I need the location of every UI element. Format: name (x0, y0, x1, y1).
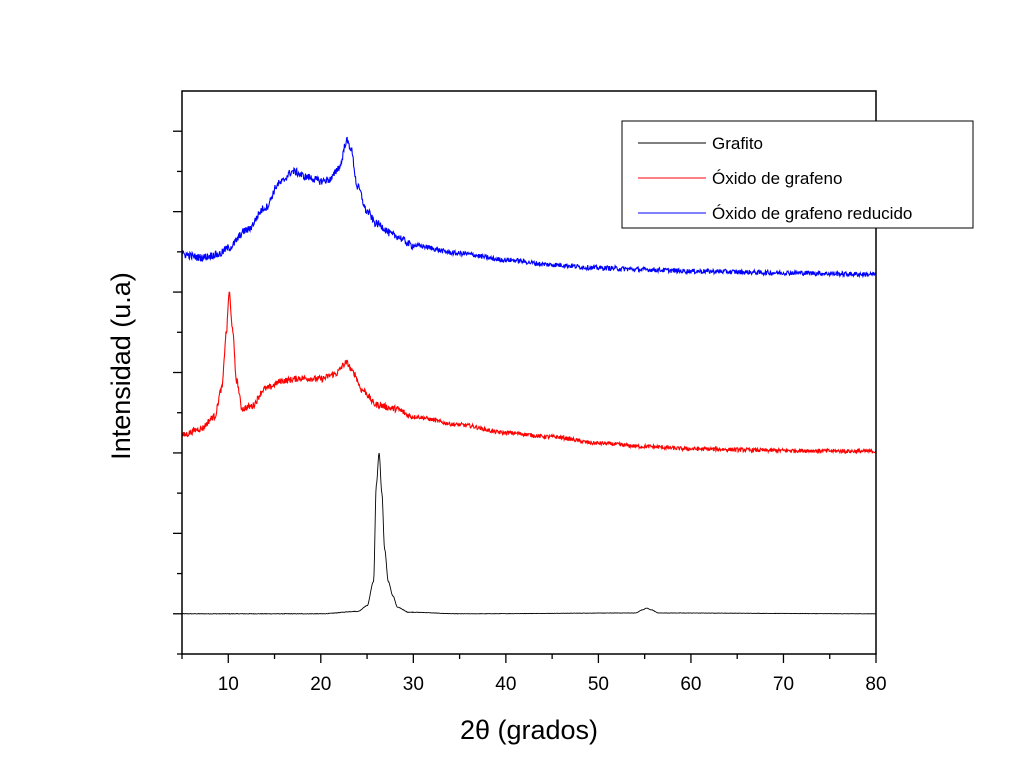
x-tick-label: 30 (403, 674, 424, 695)
legend-label-2: Óxido de grafeno (712, 169, 842, 188)
x-tick-label: 10 (218, 674, 239, 695)
legend: Grafito Óxido de grafeno Óxido de grafeno … (621, 120, 974, 229)
y-axis-ticks (173, 130, 182, 655)
x-tick-label: 80 (865, 674, 886, 695)
series-line-2 (181, 291, 877, 455)
x-tick-label: 50 (588, 674, 609, 695)
x-axis-title: 2θ (grados) (460, 715, 598, 745)
x-axis-ticks: 10 20 30 40 50 60 70 80 (181, 654, 887, 695)
x-tick-label: 20 (310, 674, 331, 695)
x-tick-label: 60 (680, 674, 701, 695)
y-axis-title: Intensidad (u.a) (106, 272, 136, 460)
x-tick-label: 70 (773, 674, 794, 695)
x-tick-label: 40 (495, 674, 516, 695)
legend-label-1: Grafito (712, 134, 763, 153)
series-line-3 (181, 136, 877, 279)
series-layer (181, 136, 877, 615)
legend-label-3: Óxido de grafeno reducido (712, 204, 912, 223)
series-line-1 (181, 452, 877, 615)
legend-box (621, 120, 974, 229)
